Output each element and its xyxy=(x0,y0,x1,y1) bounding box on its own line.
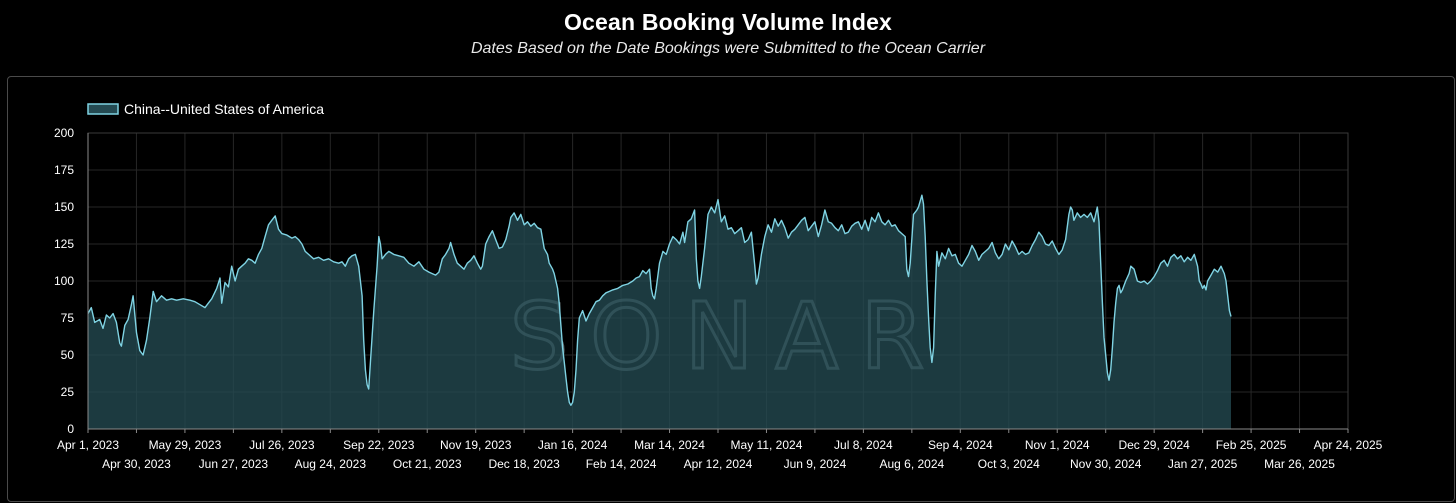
x-tick-label: Jul 8, 2024 xyxy=(834,438,893,452)
y-tick-label: 175 xyxy=(54,163,74,177)
x-tick-label: Oct 3, 2024 xyxy=(978,457,1040,471)
x-tick-label: Sep 4, 2024 xyxy=(928,438,993,452)
y-tick-label: 200 xyxy=(54,126,74,140)
x-tick-label: Jun 27, 2023 xyxy=(199,457,269,471)
y-tick-label: 25 xyxy=(61,385,75,399)
x-tick-label: Mar 26, 2025 xyxy=(1264,457,1335,471)
y-tick-label: 150 xyxy=(54,200,74,214)
x-tick-label: Dec 18, 2023 xyxy=(488,457,560,471)
legend-label: China--United States of America xyxy=(124,101,324,117)
x-tick-label: Dec 29, 2024 xyxy=(1118,438,1190,452)
x-tick-label: Oct 21, 2023 xyxy=(393,457,462,471)
y-tick-label: 50 xyxy=(61,348,75,362)
x-tick-label: Aug 24, 2023 xyxy=(295,457,367,471)
legend-swatch xyxy=(87,103,119,115)
x-tick-label: May 11, 2024 xyxy=(731,438,803,452)
x-tick-label: Nov 30, 2024 xyxy=(1070,457,1142,471)
y-tick-label: 0 xyxy=(67,422,74,436)
x-tick-label: Sep 22, 2023 xyxy=(343,438,415,452)
x-tick-label: Jan 16, 2024 xyxy=(538,438,608,452)
x-tick-label: Jan 27, 2025 xyxy=(1168,457,1238,471)
y-axis: 0 25 50 75 100 125 150 175 200 xyxy=(54,126,89,436)
x-tick-label: Nov 1, 2024 xyxy=(1025,438,1090,452)
y-tick-label: 125 xyxy=(54,237,74,251)
x-tick-label: Apr 1, 2023 xyxy=(57,438,119,452)
x-axis: Apr 1, 2023 May 29, 2023 Jul 26, 2023 Sep 2… xyxy=(57,428,1383,471)
x-tick-label: May 29, 2023 xyxy=(149,438,222,452)
y-tick-label: 100 xyxy=(54,274,74,288)
x-tick-label: Apr 24, 2025 xyxy=(1314,438,1383,452)
x-tick-label: Aug 6, 2024 xyxy=(879,457,944,471)
chart-title: Ocean Booking Volume Index xyxy=(563,9,893,35)
x-tick-label: Apr 12, 2024 xyxy=(684,457,753,471)
x-tick-label: Apr 30, 2023 xyxy=(102,457,171,471)
x-tick-label: Nov 19, 2023 xyxy=(440,438,512,452)
x-tick-label: Jun 9, 2024 xyxy=(784,457,847,471)
plot-area xyxy=(87,194,1232,429)
x-tick-label: Jul 26, 2023 xyxy=(249,438,315,452)
series-line-0 xyxy=(87,194,1232,406)
y-tick-label: 75 xyxy=(61,311,75,325)
x-tick-label: Feb 14, 2024 xyxy=(586,457,657,471)
x-tick-label: Feb 25, 2025 xyxy=(1216,438,1287,452)
series-area-0 xyxy=(88,195,1231,429)
x-tick-label: Mar 14, 2024 xyxy=(634,438,705,452)
legend[interactable]: China--United States of America xyxy=(87,101,324,117)
chart-subtitle: Dates Based on the Date Bookings were Su… xyxy=(470,40,986,57)
